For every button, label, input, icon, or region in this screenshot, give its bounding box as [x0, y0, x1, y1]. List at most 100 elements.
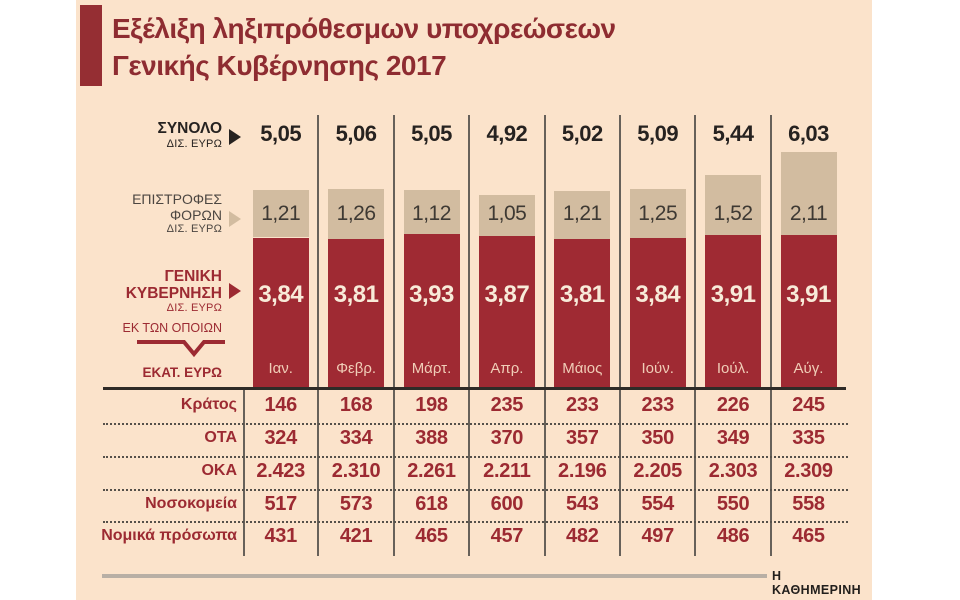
total-value: 5,06 [335, 121, 377, 146]
government-unit-label: ΔΙΣ. ΕΥΡΩ [166, 302, 222, 314]
credit-label: Η ΚΑΘΗΜΕΡΙΝΗ [772, 569, 862, 597]
government-segment [328, 238, 385, 388]
table-cell: 146 [264, 394, 297, 416]
total-value: 5,05 [411, 121, 452, 146]
refund-value: 1,05 [487, 202, 527, 225]
table-cell: 457 [490, 525, 524, 547]
month-label: Μάρτ. [411, 360, 452, 377]
of-which-label: ΕΚ ΤΩΝ ΟΠΟΙΩΝ [122, 321, 223, 335]
table-row-label: Κράτος [180, 396, 237, 413]
table-cell: 226 [716, 394, 750, 416]
table-cell: 465 [792, 525, 825, 547]
total-value: 5,05 [260, 121, 302, 146]
refund-value: 1,52 [713, 202, 753, 225]
government-arrow-icon [229, 283, 241, 299]
month-label: Ιούλ. [716, 360, 750, 377]
table-cell: 550 [716, 492, 750, 515]
refund-value: 1,12 [412, 202, 451, 225]
table-cell: 357 [566, 426, 599, 449]
refunds-unit-label: ΔΙΣ. ΕΥΡΩ [166, 223, 222, 235]
government-segment [554, 238, 611, 388]
table-cell: 543 [566, 492, 599, 515]
total-value: 5,09 [637, 121, 679, 146]
column-separator [694, 115, 697, 556]
government-segment [705, 234, 762, 388]
table-cell: 2.423 [256, 459, 305, 482]
table-cell: 233 [641, 394, 674, 416]
refund-value: 1,25 [638, 202, 678, 225]
table-cell: 370 [490, 426, 524, 449]
government-value: 3,87 [484, 281, 530, 308]
table-cell: 465 [415, 525, 448, 547]
refunds-label-line1: ΕΠΙΣΤΡΟΦΕΣ [132, 191, 222, 207]
column-separator [543, 115, 546, 556]
total-value: 4,92 [486, 121, 528, 146]
month-label: Μάιος [562, 360, 603, 377]
table-cell: 350 [641, 426, 674, 449]
total-arrow-icon [229, 129, 241, 145]
row-separator [103, 423, 848, 425]
month-label: Ιαν. [268, 360, 293, 377]
total-value: 5,44 [712, 121, 754, 146]
government-segment [403, 233, 460, 388]
refund-value: 1,21 [562, 202, 602, 225]
table-cell: 334 [339, 426, 373, 449]
table-cell: 233 [566, 394, 599, 416]
row-separator [103, 455, 848, 458]
refunds-segment [478, 195, 535, 237]
month-label: Φεβρ. [336, 360, 377, 377]
table-label-separator [243, 390, 245, 556]
table-cell: 431 [264, 525, 297, 547]
table-unit-label: ΕΚΑΤ. ΕΥΡΩ [142, 365, 222, 380]
table-cell: 245 [792, 394, 825, 416]
total-legend: ΣΥΝΟΛΟ ΔΙΣ. ΕΥΡΩ [90, 120, 222, 151]
table-cell: 388 [415, 426, 448, 449]
table-cell: 2.205 [633, 459, 682, 482]
table-cell: 517 [264, 492, 297, 515]
government-segment [478, 236, 535, 388]
refunds-label-line2: ΦΟΡΩΝ [170, 207, 222, 223]
table-cell: 2.309 [784, 459, 833, 482]
column-separator [392, 115, 395, 556]
refunds-segment [328, 189, 385, 239]
table-cell: 558 [792, 492, 825, 515]
column-separator [769, 115, 772, 556]
table-cell: 335 [792, 426, 825, 449]
refunds-segment [780, 152, 837, 235]
refunds-segment [403, 190, 460, 234]
table-row-label: Νομικά πρόσωπα [101, 527, 237, 544]
table-cell: 324 [264, 426, 297, 449]
table-row-label: ΟΚΑ [201, 461, 237, 479]
government-segment [629, 237, 686, 388]
government-value: 3,84 [258, 281, 304, 308]
government-value: 3,84 [635, 281, 681, 308]
table-row-label: Νοσοκομεία [145, 494, 237, 512]
refunds-segment [554, 191, 611, 239]
row-separator [103, 488, 848, 491]
refunds-arrow-icon [229, 211, 241, 227]
government-value: 3,91 [710, 281, 756, 308]
total-unit-label: ΔΙΣ. ΕΥΡΩ [166, 138, 222, 150]
month-label: Ιούν. [641, 360, 674, 377]
government-value: 3,81 [559, 281, 605, 308]
government-label-line2: ΚΥΒΕΡΝΗΣΗ [125, 285, 222, 302]
table-row-label: ΟΤΑ [204, 428, 237, 446]
government-legend: ΓΕΝΙΚΗ ΚΥΒΕΡΝΗΣΗ ΔΙΣ. ΕΥΡΩ [90, 268, 222, 315]
refund-value: 1,26 [336, 202, 376, 225]
month-label: Αύγ. [793, 360, 824, 377]
table-cell: 168 [339, 394, 373, 416]
row-separator [103, 521, 848, 523]
chart-title: Εξέλιξη ληξιπρόθεσμων υποχρεώσεων Γενική… [112, 10, 772, 84]
table-cell: 349 [716, 426, 750, 449]
refunds-segment [705, 175, 762, 235]
table-cell: 2.303 [708, 459, 758, 482]
government-segment [780, 234, 837, 388]
government-value: 3,81 [333, 281, 379, 308]
chart-title-line1: Εξέλιξη ληξιπρόθεσμων υποχρεώσεων [112, 13, 616, 44]
chart-title-line2: Γενικής Κυβέρνησης 2017 [112, 50, 447, 81]
refunds-legend: ΕΠΙΣΤΡΟΦΕΣ ΦΟΡΩΝ ΔΙΣ. ΕΥΡΩ [90, 191, 222, 236]
table-cell: 600 [490, 492, 524, 515]
total-value: 6,03 [788, 121, 829, 146]
table-cell: 482 [566, 525, 599, 547]
